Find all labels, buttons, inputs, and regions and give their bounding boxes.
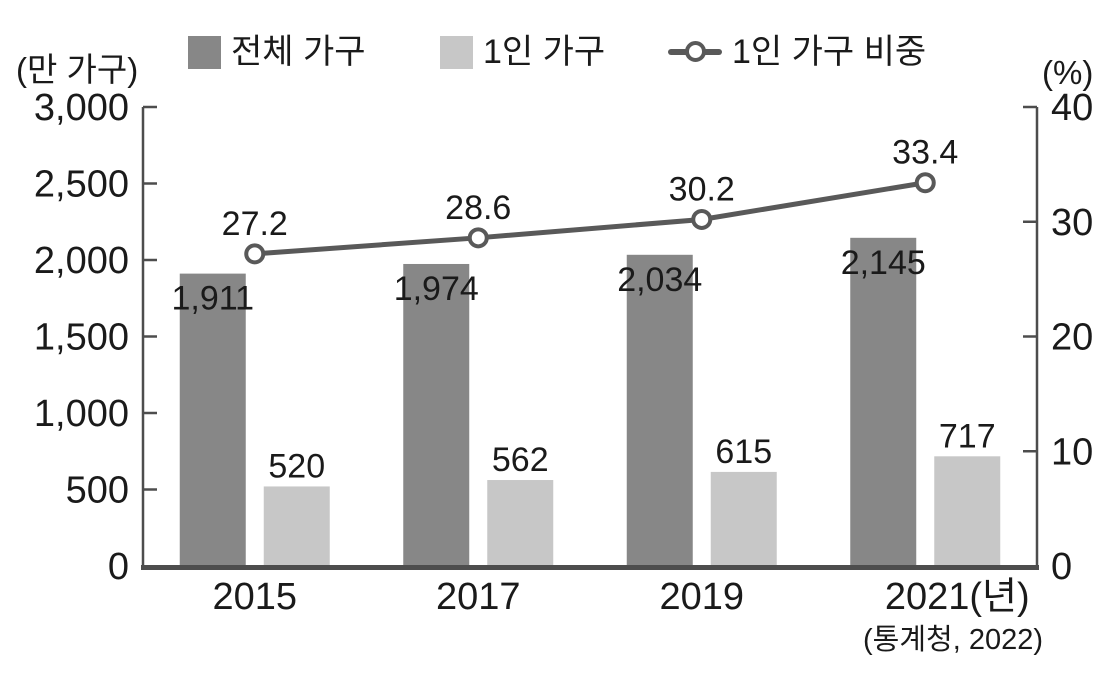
- x-axis-label: 2015: [212, 576, 297, 618]
- x-axis-label: 2021(년): [885, 576, 1030, 618]
- right-axis-tick-label: 20: [1051, 317, 1093, 359]
- ratio-line-marker: [914, 172, 936, 194]
- single-person-households-value-label: 615: [715, 433, 772, 471]
- source-note: (통계청, 2022): [863, 624, 1043, 656]
- total-households-value-label: 1,911: [171, 280, 254, 318]
- ratio-line-marker: [467, 227, 489, 249]
- x-axis-label: 2017: [436, 576, 521, 618]
- single-person-households-value-label: 717: [939, 417, 996, 455]
- ratio-line-marker: [244, 243, 266, 265]
- right-axis-tick-label: 40: [1051, 87, 1093, 129]
- total-households-swatch-icon: [188, 35, 221, 69]
- line-with-circle-marker-icon: [668, 40, 722, 64]
- left-axis-unit-label: (만 가구): [16, 51, 139, 88]
- right-axis-tick-label: 10: [1051, 431, 1093, 473]
- total-households-value-label: 2,034: [617, 261, 702, 299]
- single-person-households-bar: [487, 480, 554, 566]
- ratio-value-label: 27.2: [222, 205, 288, 243]
- legend-label-single-person-households: 1인 가구: [483, 33, 606, 71]
- legend: 전체 가구 1인 가구 1인 가구 비중: [0, 0, 1103, 80]
- single-person-households-bar: [710, 471, 777, 566]
- right-axis-tick-label: 0: [1051, 546, 1072, 588]
- legend-circle-marker: [685, 41, 706, 62]
- ratio-value-label: 28.6: [445, 189, 511, 227]
- x-axis-label: 2019: [659, 576, 744, 618]
- legend-label-single-person-ratio: 1인 가구 비중: [732, 33, 927, 71]
- left-axis-tick-label: 3,000: [34, 87, 129, 129]
- left-axis-tick-label: 2,500: [34, 164, 129, 206]
- single-person-ratio-line: [254, 180, 926, 257]
- left-axis-tick-label: 1,000: [34, 393, 129, 435]
- total-households-bar: [626, 254, 693, 566]
- left-axis-tick-label: 1,500: [34, 317, 129, 359]
- left-axis-tick-label: 500: [66, 470, 129, 512]
- total-households-bar: [403, 263, 470, 566]
- single-person-households-bar: [263, 486, 330, 566]
- right-axis-tick-label: 30: [1051, 202, 1093, 244]
- legend-item-single-person-ratio: 1인 가구 비중: [668, 32, 926, 72]
- single-person-households-value-label: 520: [268, 447, 325, 485]
- ratio-line-marker: [691, 208, 713, 230]
- single-person-households-swatch-icon: [440, 35, 473, 69]
- legend-item-total-households: 전체 가구: [188, 32, 366, 72]
- ratio-value-label: 33.4: [892, 134, 958, 172]
- legend-item-single-person-households: 1인 가구: [440, 32, 605, 72]
- total-households-value-label: 1,974: [394, 270, 479, 308]
- total-households-bar: [179, 273, 246, 566]
- total-households-value-label: 2,145: [841, 244, 926, 282]
- ratio-value-label: 30.2: [669, 170, 735, 208]
- single-person-households-bar: [934, 456, 1001, 566]
- total-households-bar: [850, 237, 917, 566]
- single-person-households-value-label: 562: [492, 441, 549, 479]
- right-axis-unit-label: (%): [1042, 54, 1094, 91]
- left-axis-tick-label: 0: [108, 546, 129, 588]
- legend-label-total-households: 전체 가구: [231, 33, 366, 71]
- left-axis-tick-label: 2,000: [34, 240, 129, 282]
